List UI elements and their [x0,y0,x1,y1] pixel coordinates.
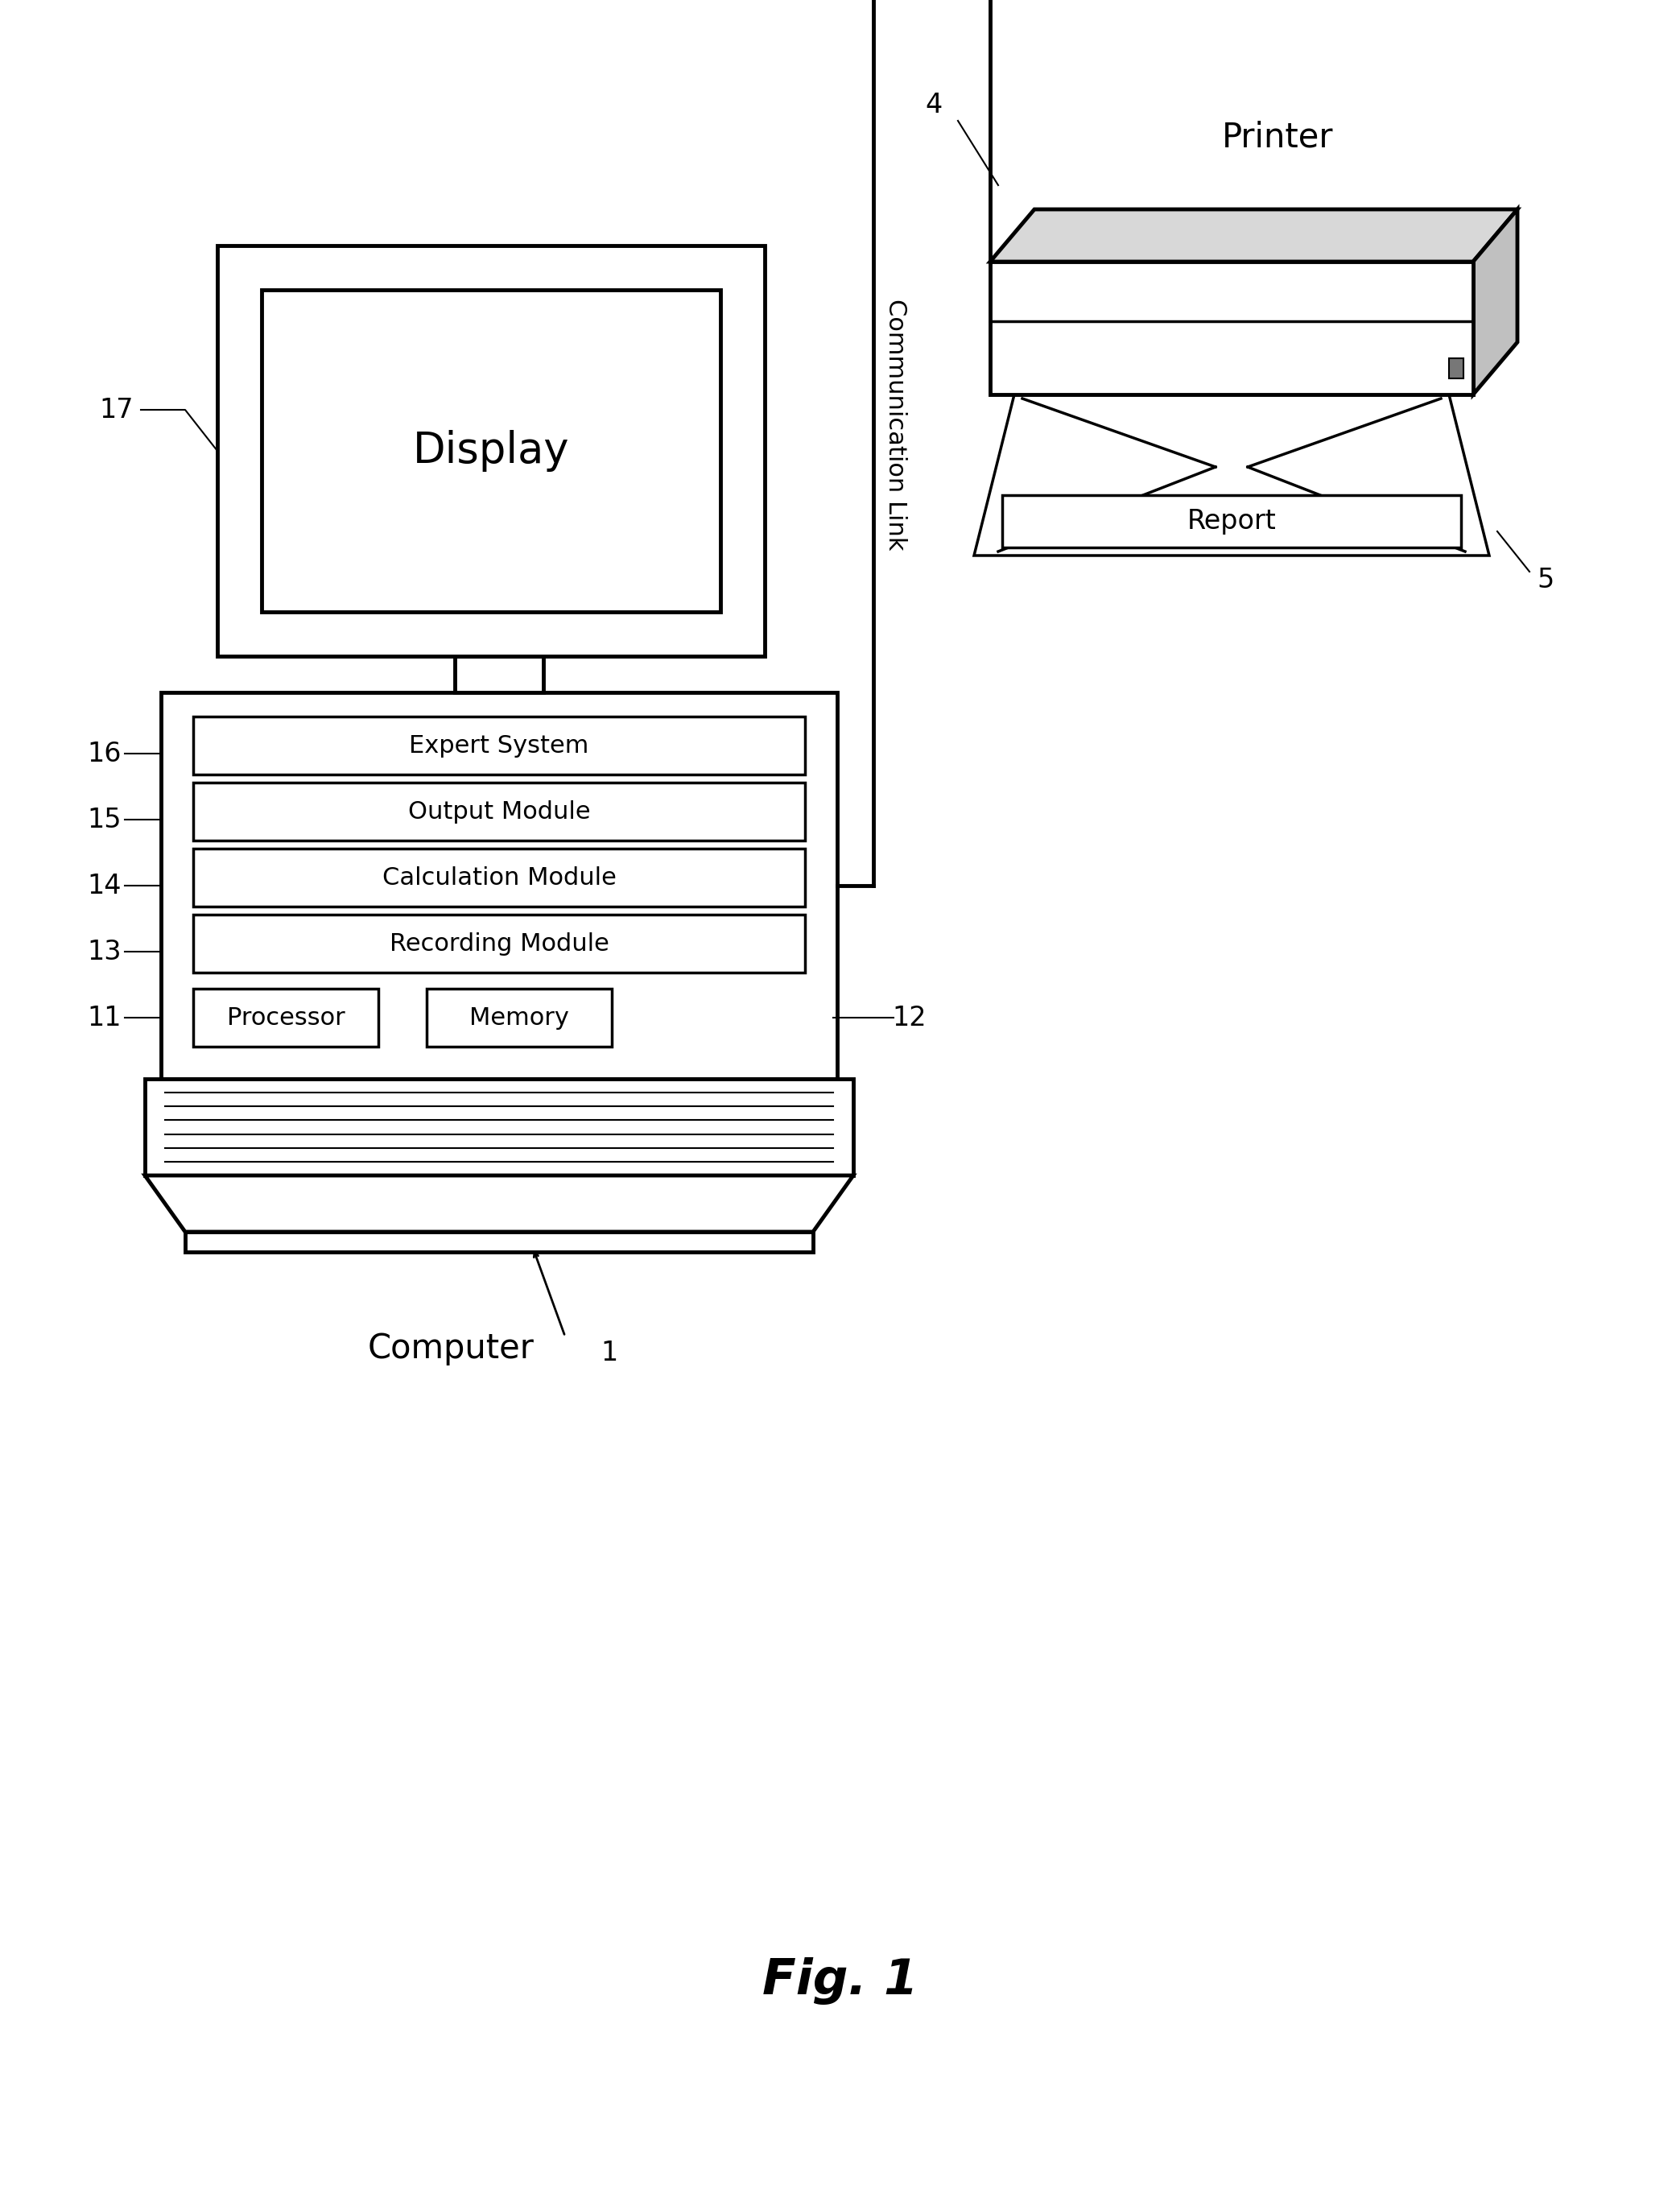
Bar [185,1231,813,1253]
Bar [1448,357,1463,379]
Bar [455,655,543,693]
Text: Computer: Computer [368,1332,534,1366]
Text: 15: 15 [87,807,121,834]
Polygon shape [974,395,1488,556]
Bar [990,263,1473,395]
Bar [193,988,378,1046]
Polygon shape [1473,210,1517,395]
Text: 16: 16 [87,741,121,768]
Bar [193,915,805,973]
Text: 4: 4 [926,90,942,117]
Text: 5: 5 [1537,567,1554,593]
Text: 1: 1 [601,1339,618,1366]
Bar [193,849,805,907]
Polygon shape [990,210,1517,263]
Text: Display: Display [413,430,570,472]
Text: 14: 14 [87,871,121,898]
Bar [1003,494,1462,547]
Bar [427,988,612,1046]
Text: Report: Report [1188,507,1277,534]
Text: 12: 12 [892,1004,927,1030]
Text: Memory: Memory [469,1006,570,1030]
Bar [144,1079,853,1176]
Bar [193,783,805,840]
Polygon shape [144,1176,853,1231]
Text: 17: 17 [99,397,134,424]
Text: Recording Module: Recording Module [390,931,608,955]
Bar [193,717,805,774]
Text: Fig. 1: Fig. 1 [763,1957,917,2005]
Text: Output Module: Output Module [408,801,590,823]
Text: Expert System: Expert System [410,735,590,757]
Bar [262,289,721,611]
Text: Calculation Module: Calculation Module [381,867,617,889]
Text: Printer: Printer [1221,119,1334,154]
Text: Communication Link: Communication Link [884,298,907,552]
Text: 11: 11 [87,1004,121,1030]
Text: 13: 13 [87,938,121,964]
Bar [217,245,764,655]
Text: Processor: Processor [227,1006,344,1030]
Bar [161,693,837,1079]
